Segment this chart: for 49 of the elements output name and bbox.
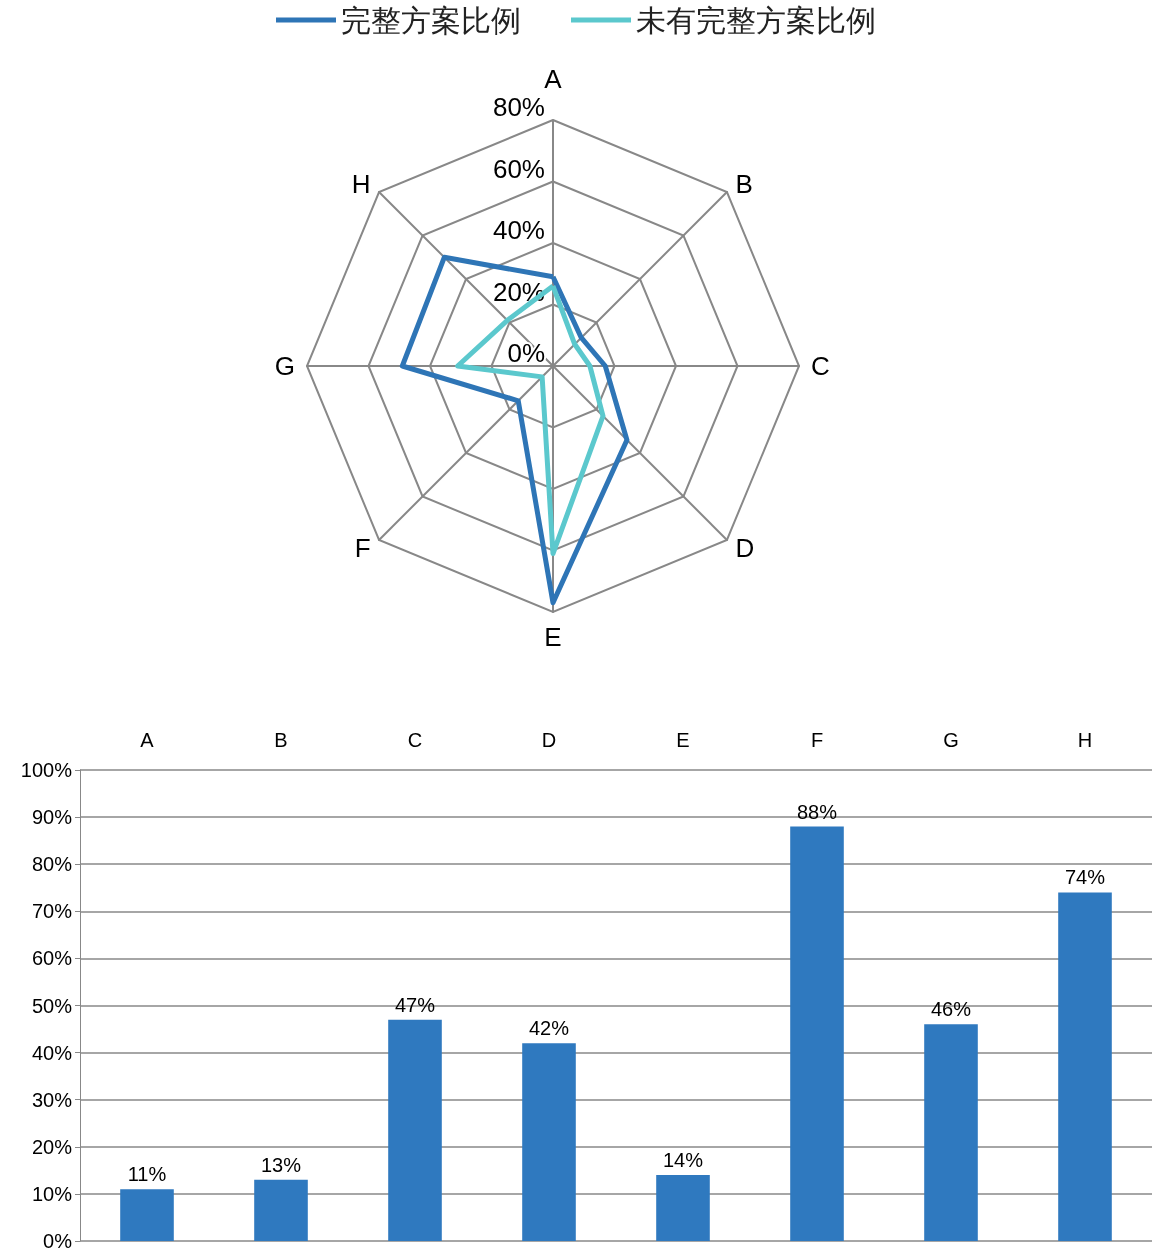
- y-tick-label: 70%: [31, 900, 73, 923]
- y-tick-label: 80%: [492, 92, 545, 122]
- bar: [254, 1179, 308, 1241]
- x-tick-label: F: [810, 729, 824, 751]
- spoke-label: A: [544, 64, 563, 95]
- data-label: 11%: [127, 1163, 167, 1186]
- spoke-label: G: [274, 351, 295, 381]
- x-tick-label: B: [274, 729, 288, 751]
- data-label: 88%: [796, 800, 838, 823]
- data-label: 46%: [930, 998, 972, 1021]
- x-tick-label: A: [140, 729, 155, 751]
- data-label: 13%: [260, 1153, 302, 1176]
- bar: [522, 1043, 576, 1241]
- y-tick-label: 40%: [492, 215, 545, 245]
- legend-label: 完整方案比例: [341, 3, 521, 37]
- y-tick-label: 90%: [31, 806, 73, 829]
- x-tick-label: C: [407, 729, 423, 751]
- y-tick-label: 30%: [31, 1088, 73, 1111]
- y-tick-label: 10%: [31, 1182, 73, 1205]
- spoke-label: C: [811, 351, 830, 381]
- legend-label: 未有完整方案比例: [636, 3, 876, 37]
- y-tick-label: 40%: [31, 1041, 73, 1064]
- y-tick-label: 60%: [492, 153, 545, 184]
- spoke-label: F: [354, 533, 371, 564]
- y-tick-label: 50%: [31, 994, 73, 1017]
- y-tick-label: 100%: [20, 759, 73, 781]
- bar: [388, 1019, 442, 1241]
- y-tick-label: 80%: [31, 853, 73, 876]
- x-tick-label: D: [541, 729, 557, 751]
- bar: [924, 1024, 978, 1241]
- y-tick-label: 60%: [31, 947, 73, 970]
- x-tick-label: H: [1077, 729, 1093, 751]
- bar: [1058, 892, 1112, 1241]
- x-tick-label: G: [943, 729, 959, 751]
- x-tick-label: E: [676, 729, 690, 751]
- y-tick-label: 0%: [507, 338, 545, 368]
- spoke-label: E: [544, 622, 562, 652]
- bar: [120, 1189, 174, 1241]
- y-tick-label: 20%: [31, 1135, 73, 1158]
- data-label: 42%: [528, 1017, 570, 1040]
- bar: [656, 1175, 710, 1241]
- y-tick-label: 0%: [43, 1230, 73, 1251]
- spoke-label: H: [351, 168, 371, 199]
- data-label: 14%: [662, 1149, 704, 1172]
- data-label: 74%: [1064, 866, 1106, 889]
- spoke-label: B: [735, 168, 753, 199]
- data-label: 47%: [394, 993, 436, 1016]
- bar: [790, 826, 844, 1241]
- spoke-label: D: [735, 533, 755, 564]
